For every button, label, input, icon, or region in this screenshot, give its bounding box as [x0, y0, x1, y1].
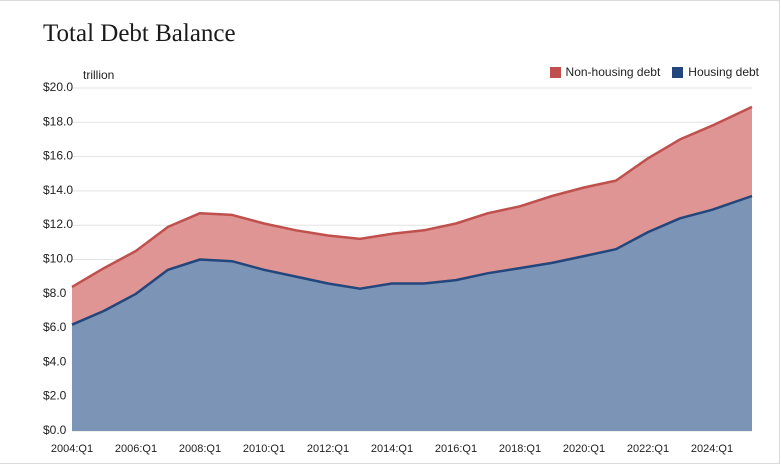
x-tick-label: 2004:Q1: [51, 443, 93, 455]
y-tick-label: $10.0: [43, 252, 73, 266]
x-tick-label: 2008:Q1: [179, 443, 221, 455]
x-tick-label: 2014:Q1: [371, 443, 413, 455]
non-housing-line: [71, 105, 753, 288]
legend-label-non-housing: Non-housing debt: [565, 65, 661, 79]
housing-line: [71, 194, 753, 326]
x-tick-label: 2012:Q1: [307, 443, 349, 455]
legend-label-housing: Housing debt: [688, 65, 759, 79]
y-tick-label: $16.0: [43, 149, 73, 163]
legend-item-housing: Housing debt: [672, 65, 759, 79]
x-tick-label: 2006:Q1: [115, 443, 157, 455]
y-unit-label: trillion: [83, 68, 115, 82]
y-tick-label: $2.0: [43, 389, 67, 403]
y-tick-label: $0.0: [43, 423, 67, 437]
y-tick-label: $20.0: [43, 80, 73, 94]
housing-area: [72, 196, 752, 431]
x-tick-label: 2022:Q1: [627, 443, 669, 455]
y-tick-label: $4.0: [43, 354, 67, 368]
y-tick-label: $14.0: [43, 183, 73, 197]
chart-title: Total Debt Balance: [43, 20, 236, 47]
x-tick-label: 2010:Q1: [243, 443, 285, 455]
x-tick-label: 2020:Q1: [563, 443, 605, 455]
y-tick-label: $8.0: [43, 286, 67, 300]
chart-legend: Non-housing debt Housing debt: [538, 65, 759, 79]
legend-swatch-housing: [672, 66, 684, 78]
legend-swatch-non-housing: [549, 66, 561, 78]
y-tick-label: $6.0: [43, 320, 67, 334]
y-tick-label: $18.0: [43, 114, 73, 128]
x-tick-label: 2018:Q1: [499, 443, 541, 455]
x-tick-label: 2016:Q1: [435, 443, 477, 455]
y-tick-label: $12.0: [43, 217, 73, 231]
x-tick-label: 2024:Q1: [691, 443, 733, 455]
legend-item-non-housing: Non-housing debt: [549, 65, 661, 79]
